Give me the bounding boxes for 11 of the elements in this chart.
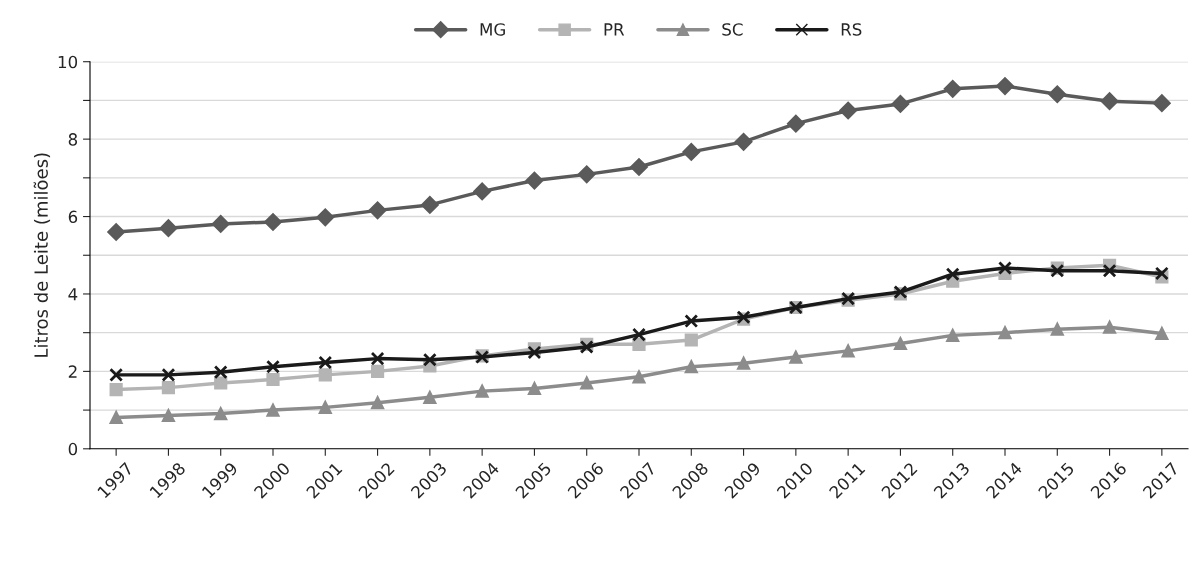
y-tick-label: 10 — [58, 55, 78, 69]
y-tick-label: 6 — [68, 210, 78, 224]
legend-label: SC — [722, 23, 743, 36]
y-tick-label: 0 — [68, 442, 78, 456]
legend-label: PR — [604, 23, 625, 36]
y-tick-label: 2 — [68, 365, 77, 378]
y-axis-title: Litros de Leite (milões) — [33, 153, 51, 357]
legend-label: RS — [841, 23, 862, 36]
y-tick-label: 8 — [68, 133, 78, 146]
legend-label: MG — [480, 23, 505, 36]
y-tick-label: 4 — [68, 288, 78, 301]
